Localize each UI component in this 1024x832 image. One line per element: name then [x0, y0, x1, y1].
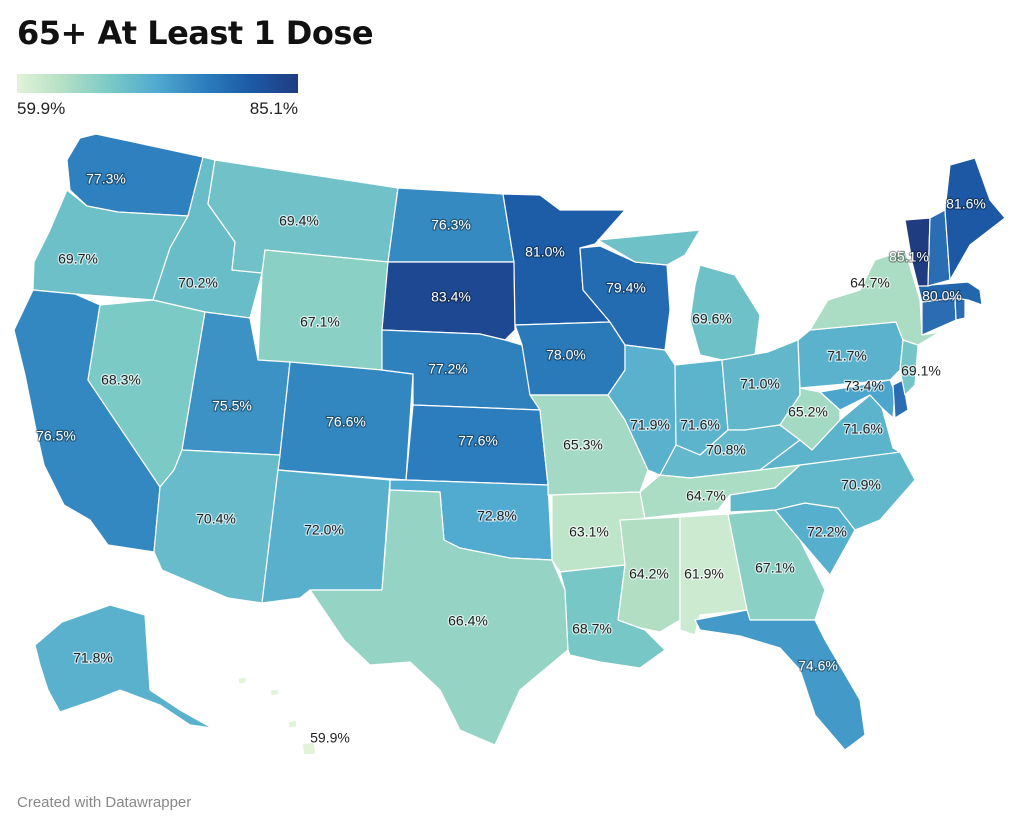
state-label-ks: 77.6% [458, 433, 498, 449]
state-label-al: 61.9% [684, 566, 724, 582]
state-me[interactable] [944, 157, 1006, 281]
legend-gradient-bar [17, 74, 298, 93]
state-label-ms: 64.2% [629, 566, 669, 582]
state-label-sc: 72.2% [807, 524, 847, 540]
state-label-ok: 72.8% [477, 508, 517, 524]
state-ma[interactable] [917, 281, 983, 306]
state-il[interactable] [607, 344, 677, 476]
state-value-labels: 77.3% 69.7% 76.5% 68.3% 70.2% 69.4% 67.1% 75.5%… [35, 169, 987, 747]
state-wy[interactable] [257, 249, 389, 371]
state-label-ny: 64.7% [850, 275, 890, 291]
state-label-co: 76.6% [326, 414, 366, 430]
state-label-sd: 83.4% [431, 289, 471, 305]
state-label-wy: 67.1% [300, 314, 340, 330]
state-label-mi: 69.6% [692, 311, 732, 327]
state-label-va: 71.6% [843, 421, 883, 437]
state-label-nv: 68.3% [101, 372, 141, 388]
state-label-me: 81.6% [946, 196, 986, 212]
legend-max-label: 85.1% [249, 99, 298, 118]
state-label-tn: 64.7% [686, 488, 726, 504]
state-label-nd: 76.3% [431, 217, 471, 233]
state-label-tx: 66.4% [448, 613, 488, 629]
color-legend: 59.9% 85.1% [17, 74, 298, 118]
legend-min-label: 59.9% [17, 99, 66, 118]
state-shapes [13, 133, 1006, 756]
state-wi[interactable] [579, 245, 671, 351]
state-label-id: 70.2% [178, 275, 218, 291]
state-label-oh: 71.0% [740, 376, 780, 392]
state-label-ga: 67.1% [755, 560, 795, 576]
state-label-az: 70.4% [196, 511, 236, 527]
state-ak[interactable] [34, 604, 213, 729]
state-label-mo: 65.3% [563, 437, 603, 453]
state-label-wi: 79.4% [606, 280, 646, 296]
state-label-wv: 65.2% [788, 404, 828, 420]
state-label-or: 69.7% [58, 251, 98, 267]
state-label-nc: 70.9% [841, 477, 881, 493]
state-label-mt: 69.4% [279, 213, 319, 229]
state-hi[interactable] [237, 676, 317, 756]
state-md[interactable] [819, 379, 896, 419]
footer-credit: Created with Datawrapper [17, 794, 192, 811]
state-label-ar: 63.1% [569, 524, 609, 540]
state-label-pa: 71.7% [827, 348, 867, 364]
state-label-nj: 69.1% [901, 363, 941, 379]
state-label-ak: 71.8% [73, 650, 113, 666]
state-label-in: 71.6% [680, 417, 720, 433]
state-label-wa: 77.3% [86, 171, 126, 187]
state-label-ut: 75.5% [212, 398, 252, 414]
state-label-ca: 76.5% [36, 428, 76, 444]
state-vt[interactable] [904, 217, 931, 287]
state-label-fl: 74.6% [798, 658, 838, 674]
state-label-il: 71.9% [630, 417, 670, 433]
state-fl[interactable] [694, 609, 866, 751]
state-label-la: 68.7% [572, 621, 612, 637]
state-label-ne: 77.2% [428, 361, 468, 377]
state-label-hi: 59.9% [310, 730, 350, 746]
state-label-ia: 78.0% [546, 347, 586, 363]
state-label-mn: 81.0% [525, 244, 565, 260]
state-label-ky: 70.8% [706, 442, 746, 458]
state-label-md: 73.4% [844, 378, 884, 394]
state-label-nm: 72.0% [304, 522, 344, 538]
state-label-ma: 80.0% [922, 288, 962, 304]
chart-title: 65+ At Least 1 Dose [17, 14, 374, 52]
state-ny[interactable] [809, 249, 941, 346]
state-label-vt: 85.1% [889, 249, 929, 265]
state-tx[interactable] [309, 489, 569, 746]
state-az[interactable] [153, 449, 281, 604]
